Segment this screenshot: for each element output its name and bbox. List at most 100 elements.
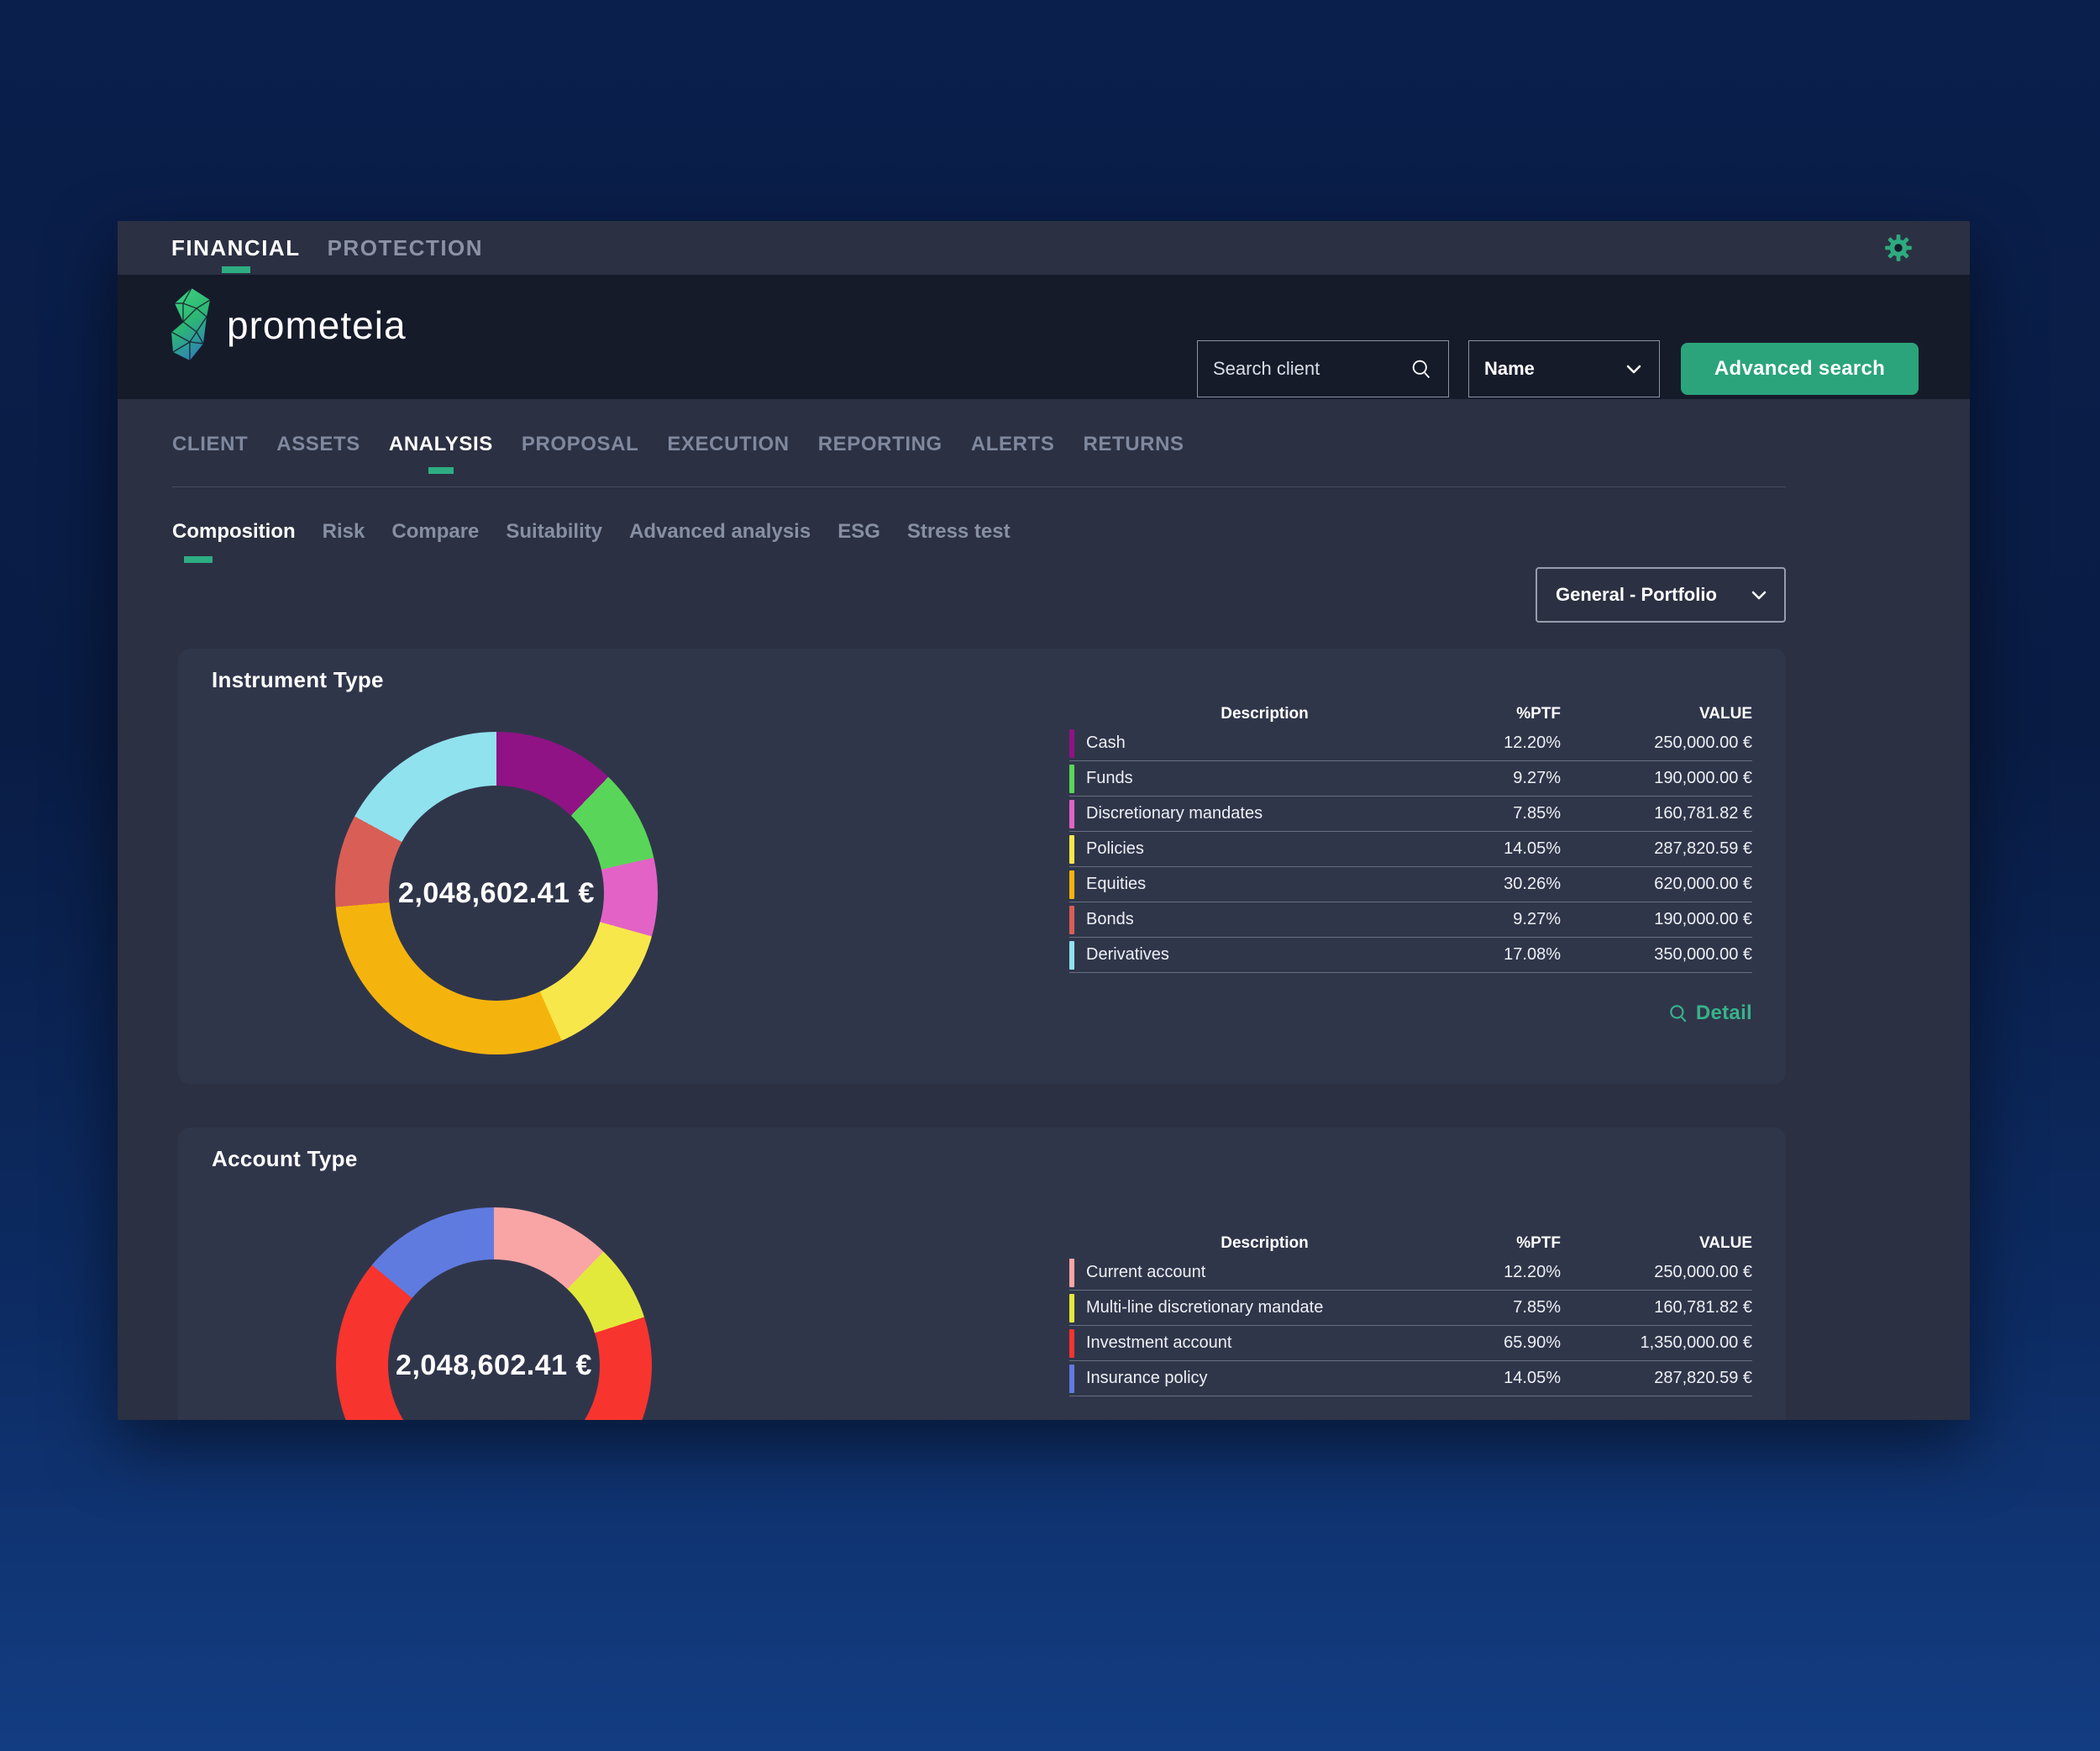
header-band: prometeia Name Advanced search (118, 275, 1970, 399)
account-type-table: Description %PTF VALUE Current account 12… (1069, 1232, 1752, 1396)
portfolio-total-value: 2,048,602.41 € (396, 1349, 592, 1381)
column-header-value: VALUE (1699, 705, 1752, 723)
row-ptf-value: 9.27% (1513, 769, 1561, 787)
nav-item-execution[interactable]: EXECUTION (667, 433, 790, 455)
nav-item-client[interactable]: CLIENT (172, 433, 249, 455)
nav-item-returns[interactable]: RETURNS (1083, 433, 1184, 455)
column-header-description: Description (1221, 705, 1309, 723)
row-description-cell: Multi-line discretionary mandate (1069, 1293, 1460, 1322)
row-ptf-value: 14.05% (1504, 1369, 1561, 1387)
table-row-policies: Policies 14.05% 287,820.59 € (1069, 832, 1752, 867)
table-row-current-account: Current account 12.20% 250,000.00 € (1069, 1255, 1752, 1291)
table-row-cash: Cash 12.20% 250,000.00 € (1069, 726, 1752, 761)
search-by-dropdown[interactable]: Name (1468, 340, 1660, 397)
row-eur-value: 160,781.82 € (1654, 804, 1752, 823)
legend-color-bar (1069, 1328, 1074, 1358)
nav-divider (172, 486, 1786, 487)
row-eur-value: 1,350,000.00 € (1640, 1333, 1752, 1352)
row-description-label: Equities (1086, 875, 1147, 893)
nav-item-proposal[interactable]: PROPOSAL (521, 433, 639, 455)
table-header: Description %PTF VALUE (1069, 702, 1752, 726)
row-eur-value: 250,000.00 € (1654, 734, 1752, 752)
row-description-label: Discretionary mandates (1086, 804, 1263, 823)
subnav-item-stress-test[interactable]: Stress test (906, 520, 1011, 543)
top-bar-tabs: FINANCIAL PROTECTION (118, 221, 1970, 275)
search-icon[interactable] (1410, 357, 1433, 381)
row-eur-value: 287,820.59 € (1654, 839, 1752, 858)
chevron-down-icon (1751, 591, 1767, 600)
table-row-derivatives: Derivatives 17.08% 350,000.00 € (1069, 938, 1752, 973)
account-type-card: Account Type 2,048,602.41 € Description … (178, 1128, 1786, 1420)
row-ptf-value: 12.20% (1504, 1263, 1561, 1281)
card-title: Account Type (212, 1146, 358, 1171)
legend-color-bar (1069, 1258, 1074, 1287)
column-header-description: Description (1221, 1234, 1309, 1252)
row-description-cell: Discretionary mandates (1069, 799, 1460, 828)
row-ptf-value: 14.05% (1504, 839, 1561, 858)
row-description-cell: Derivatives (1069, 940, 1460, 970)
portfolio-total-value: 2,048,602.41 € (398, 876, 595, 909)
nav-item-analysis[interactable]: ANALYSIS (388, 433, 493, 455)
column-header-value: VALUE (1699, 1234, 1752, 1252)
table-row-bonds: Bonds 9.27% 190,000.00 € (1069, 902, 1752, 938)
nav-item-alerts[interactable]: ALERTS (970, 433, 1055, 455)
search-client-input[interactable] (1213, 358, 1401, 380)
column-header-ptf: %PTF (1516, 705, 1561, 723)
row-description-cell: Insurance policy (1069, 1364, 1460, 1393)
table-body: Cash 12.20% 250,000.00 € Funds 9.27% 190,000.… (1069, 726, 1752, 973)
table-row-multi-line-discretionary-mandate: Multi-line discretionary mandate 7.85% 160… (1069, 1291, 1752, 1326)
detail-link-label: Detail (1695, 1002, 1752, 1024)
app-window: FINANCIAL PROTECTION (118, 221, 1970, 1420)
row-description-label: Cash (1086, 734, 1126, 752)
row-description-label: Investment account (1086, 1333, 1232, 1352)
nav-item-assets[interactable]: ASSETS (276, 433, 360, 455)
table-row-investment-account: Investment account 65.90% 1,350,000.00 € (1069, 1326, 1752, 1361)
row-eur-value: 190,000.00 € (1654, 910, 1752, 928)
row-description-label: Current account (1086, 1263, 1206, 1281)
row-ptf-value: 9.27% (1513, 910, 1561, 928)
topbar-tab-financial[interactable]: FINANCIAL (171, 221, 301, 275)
row-eur-value: 190,000.00 € (1654, 769, 1752, 787)
logo-wordmark: prometeia (227, 303, 407, 347)
portfolio-scope-value: General - Portfolio (1556, 584, 1717, 605)
table-row-discretionary-mandates: Discretionary mandates 7.85% 160,781.82 € (1069, 797, 1752, 832)
account-type-donut-chart: 2,048,602.41 € (336, 1207, 652, 1420)
subnav-item-suitability[interactable]: Suitability (506, 520, 603, 543)
row-eur-value: 250,000.00 € (1654, 1263, 1752, 1281)
top-bar: FINANCIAL PROTECTION (118, 221, 1970, 275)
row-eur-value: 287,820.59 € (1654, 1369, 1752, 1387)
subnav-item-advanced-analysis[interactable]: Advanced analysis (629, 520, 811, 543)
row-description-cell: Policies (1069, 834, 1460, 864)
primary-nav: CLIENT ASSETS ANALYSIS PROPOSAL EXECUTION REP… (172, 429, 1184, 460)
prometeia-logo: prometeia (170, 288, 407, 362)
advanced-search-button[interactable]: Advanced search (1681, 343, 1919, 395)
nav-item-reporting[interactable]: REPORTING (817, 433, 942, 455)
magnifier-icon (1670, 1005, 1687, 1023)
row-description-cell: Funds (1069, 764, 1460, 793)
row-ptf-value: 65.90% (1504, 1333, 1561, 1352)
subnav-item-composition[interactable]: Composition (172, 520, 296, 563)
secondary-nav: Composition Risk Compare Suitability Advance… (172, 515, 1011, 563)
legend-color-bar (1069, 799, 1074, 828)
column-header-ptf: %PTF (1516, 1234, 1561, 1252)
subnav-item-risk[interactable]: Risk (322, 520, 365, 543)
row-description-cell: Investment account (1069, 1328, 1460, 1358)
legend-color-bar (1069, 870, 1074, 899)
donut-hole: 2,048,602.41 € (389, 786, 604, 1001)
row-eur-value: 620,000.00 € (1654, 875, 1752, 893)
donut-hole: 2,048,602.41 € (388, 1259, 600, 1420)
subnav-item-esg[interactable]: ESG (837, 520, 880, 543)
row-description-cell: Equities (1069, 870, 1460, 899)
subnav-item-compare[interactable]: Compare (391, 520, 480, 543)
row-ptf-value: 7.85% (1513, 1298, 1561, 1317)
legend-color-bar (1069, 905, 1074, 934)
settings-gear-icon[interactable] (1882, 232, 1914, 264)
table-row-funds: Funds 9.27% 190,000.00 € (1069, 761, 1752, 797)
detail-link[interactable]: Detail (1667, 1002, 1752, 1025)
row-description-label: Multi-line discretionary mandate (1086, 1298, 1324, 1317)
portfolio-scope-dropdown[interactable]: General - Portfolio (1536, 567, 1786, 623)
row-description-label: Insurance policy (1086, 1369, 1208, 1387)
row-ptf-value: 17.08% (1504, 945, 1561, 964)
topbar-tab-protection[interactable]: PROTECTION (327, 234, 484, 260)
row-eur-value: 160,781.82 € (1654, 1298, 1752, 1317)
